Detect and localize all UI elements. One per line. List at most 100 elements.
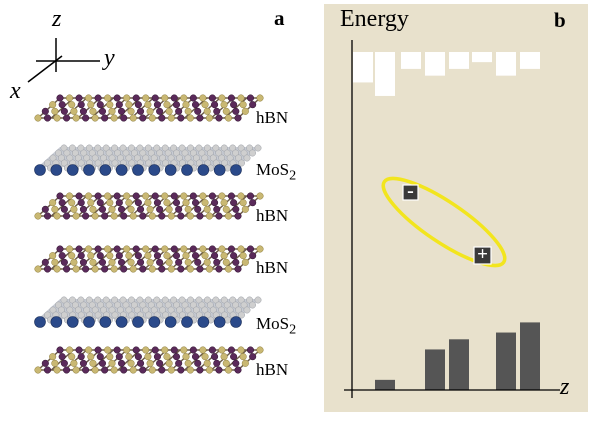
hbn-bond <box>237 195 261 217</box>
nitrogen-atom <box>186 114 194 122</box>
boron-atom <box>132 94 140 102</box>
layer-1-hbn <box>34 94 264 122</box>
boron-atom <box>113 346 121 354</box>
nitrogen-atom <box>108 258 116 266</box>
nitrogen-atom <box>256 94 264 102</box>
boron-atom <box>43 114 52 122</box>
valence-band-bar <box>425 349 445 390</box>
boron-atom <box>151 94 159 102</box>
nitrogen-atom <box>49 353 57 361</box>
nitrogen-atom <box>68 101 76 109</box>
boron-atom <box>151 192 159 200</box>
nitrogen-atom <box>184 107 192 115</box>
boron-atom <box>215 265 223 273</box>
boron-atom <box>75 346 83 354</box>
boron-atom <box>115 252 123 260</box>
nitrogen-atom <box>165 205 173 213</box>
boron-atom <box>156 205 164 213</box>
molybdenum-atom <box>83 164 95 176</box>
boron-atom <box>172 252 181 260</box>
nitrogen-atom <box>182 101 190 109</box>
sulfur-atom <box>249 149 256 157</box>
nitrogen-atom <box>34 265 42 273</box>
nitrogen-atom <box>85 245 93 253</box>
boron-atom <box>151 346 159 354</box>
boron-atom <box>227 192 235 200</box>
nitrogen-atom <box>68 252 76 260</box>
hbn-bond <box>104 195 128 217</box>
nitrogen-atom <box>110 114 118 122</box>
boron-atom <box>158 265 166 273</box>
boron-atom <box>137 205 145 213</box>
boron-atom <box>246 346 255 354</box>
boron-atom <box>230 252 238 260</box>
nitrogen-atom <box>239 353 247 361</box>
nitrogen-atom <box>72 265 80 273</box>
nitrogen-atom <box>104 346 112 354</box>
boron-atom <box>211 199 219 207</box>
boron-atom <box>134 252 142 260</box>
boron-atom <box>96 199 104 207</box>
boron-atom <box>77 199 85 207</box>
nitrogen-atom <box>125 353 133 361</box>
nitrogen-atom <box>222 205 230 213</box>
nitrogen-atom <box>163 252 171 260</box>
hbn-bond <box>197 195 221 217</box>
boron-atom <box>170 245 178 253</box>
boron-atom <box>170 94 178 102</box>
boron-atom <box>117 258 126 266</box>
nitrogen-atom <box>203 359 211 367</box>
nitrogen-atom <box>51 205 59 213</box>
molybdenum-atom <box>197 164 210 176</box>
layer-label-4: hBN <box>256 258 289 277</box>
nitrogen-atom <box>180 192 188 200</box>
nitrogen-atom <box>167 212 175 220</box>
boron-atom <box>227 94 235 102</box>
nitrogen-atom <box>72 366 80 374</box>
boron-atom <box>79 107 87 115</box>
boron-atom <box>96 101 104 109</box>
hbn-bond <box>64 97 88 119</box>
nitrogen-atom <box>108 359 116 367</box>
nitrogen-atom <box>91 265 99 273</box>
boron-atom <box>41 359 49 367</box>
boron-atom <box>56 245 64 253</box>
valence-band-bar <box>520 322 540 390</box>
boron-atom <box>170 346 178 354</box>
hbn-bond <box>170 349 194 371</box>
molybdenum-atom <box>115 164 128 176</box>
nitrogen-atom <box>53 366 61 374</box>
panel-b-band-diagram: Energy b z - + <box>324 4 588 412</box>
hbn-bond <box>64 195 88 217</box>
nitrogen-atom <box>182 199 190 207</box>
sulfur-atom <box>243 306 251 314</box>
boron-atom <box>175 258 183 266</box>
nitrogen-atom <box>161 346 169 354</box>
molybdenum-atom <box>99 164 112 176</box>
nitrogen-atom <box>110 265 118 273</box>
boron-atom <box>137 359 145 367</box>
nitrogen-atom <box>34 212 42 220</box>
boron-atom <box>82 366 90 374</box>
nitrogen-atom <box>201 353 209 361</box>
boron-atom <box>101 114 109 122</box>
nitrogen-atom <box>89 258 97 266</box>
boron-atom <box>101 366 109 374</box>
boron-atom <box>246 245 255 253</box>
hbn-bond <box>144 97 168 119</box>
hbn-bond <box>77 97 101 119</box>
nitrogen-atom <box>106 101 114 109</box>
boron-atom <box>194 258 202 266</box>
hbn-bond <box>130 195 154 217</box>
hbn-bond <box>144 195 168 217</box>
layer-3-hbn <box>34 192 264 220</box>
nitrogen-atom <box>144 353 152 361</box>
nitrogen-atom <box>142 94 150 102</box>
boron-atom <box>79 205 87 213</box>
nitrogen-atom <box>239 199 247 207</box>
nitrogen-atom <box>256 245 264 253</box>
hbn-bond <box>197 349 221 371</box>
molybdenum-atom <box>34 316 46 328</box>
boron-atom <box>137 258 145 266</box>
boron-atom <box>172 199 181 207</box>
